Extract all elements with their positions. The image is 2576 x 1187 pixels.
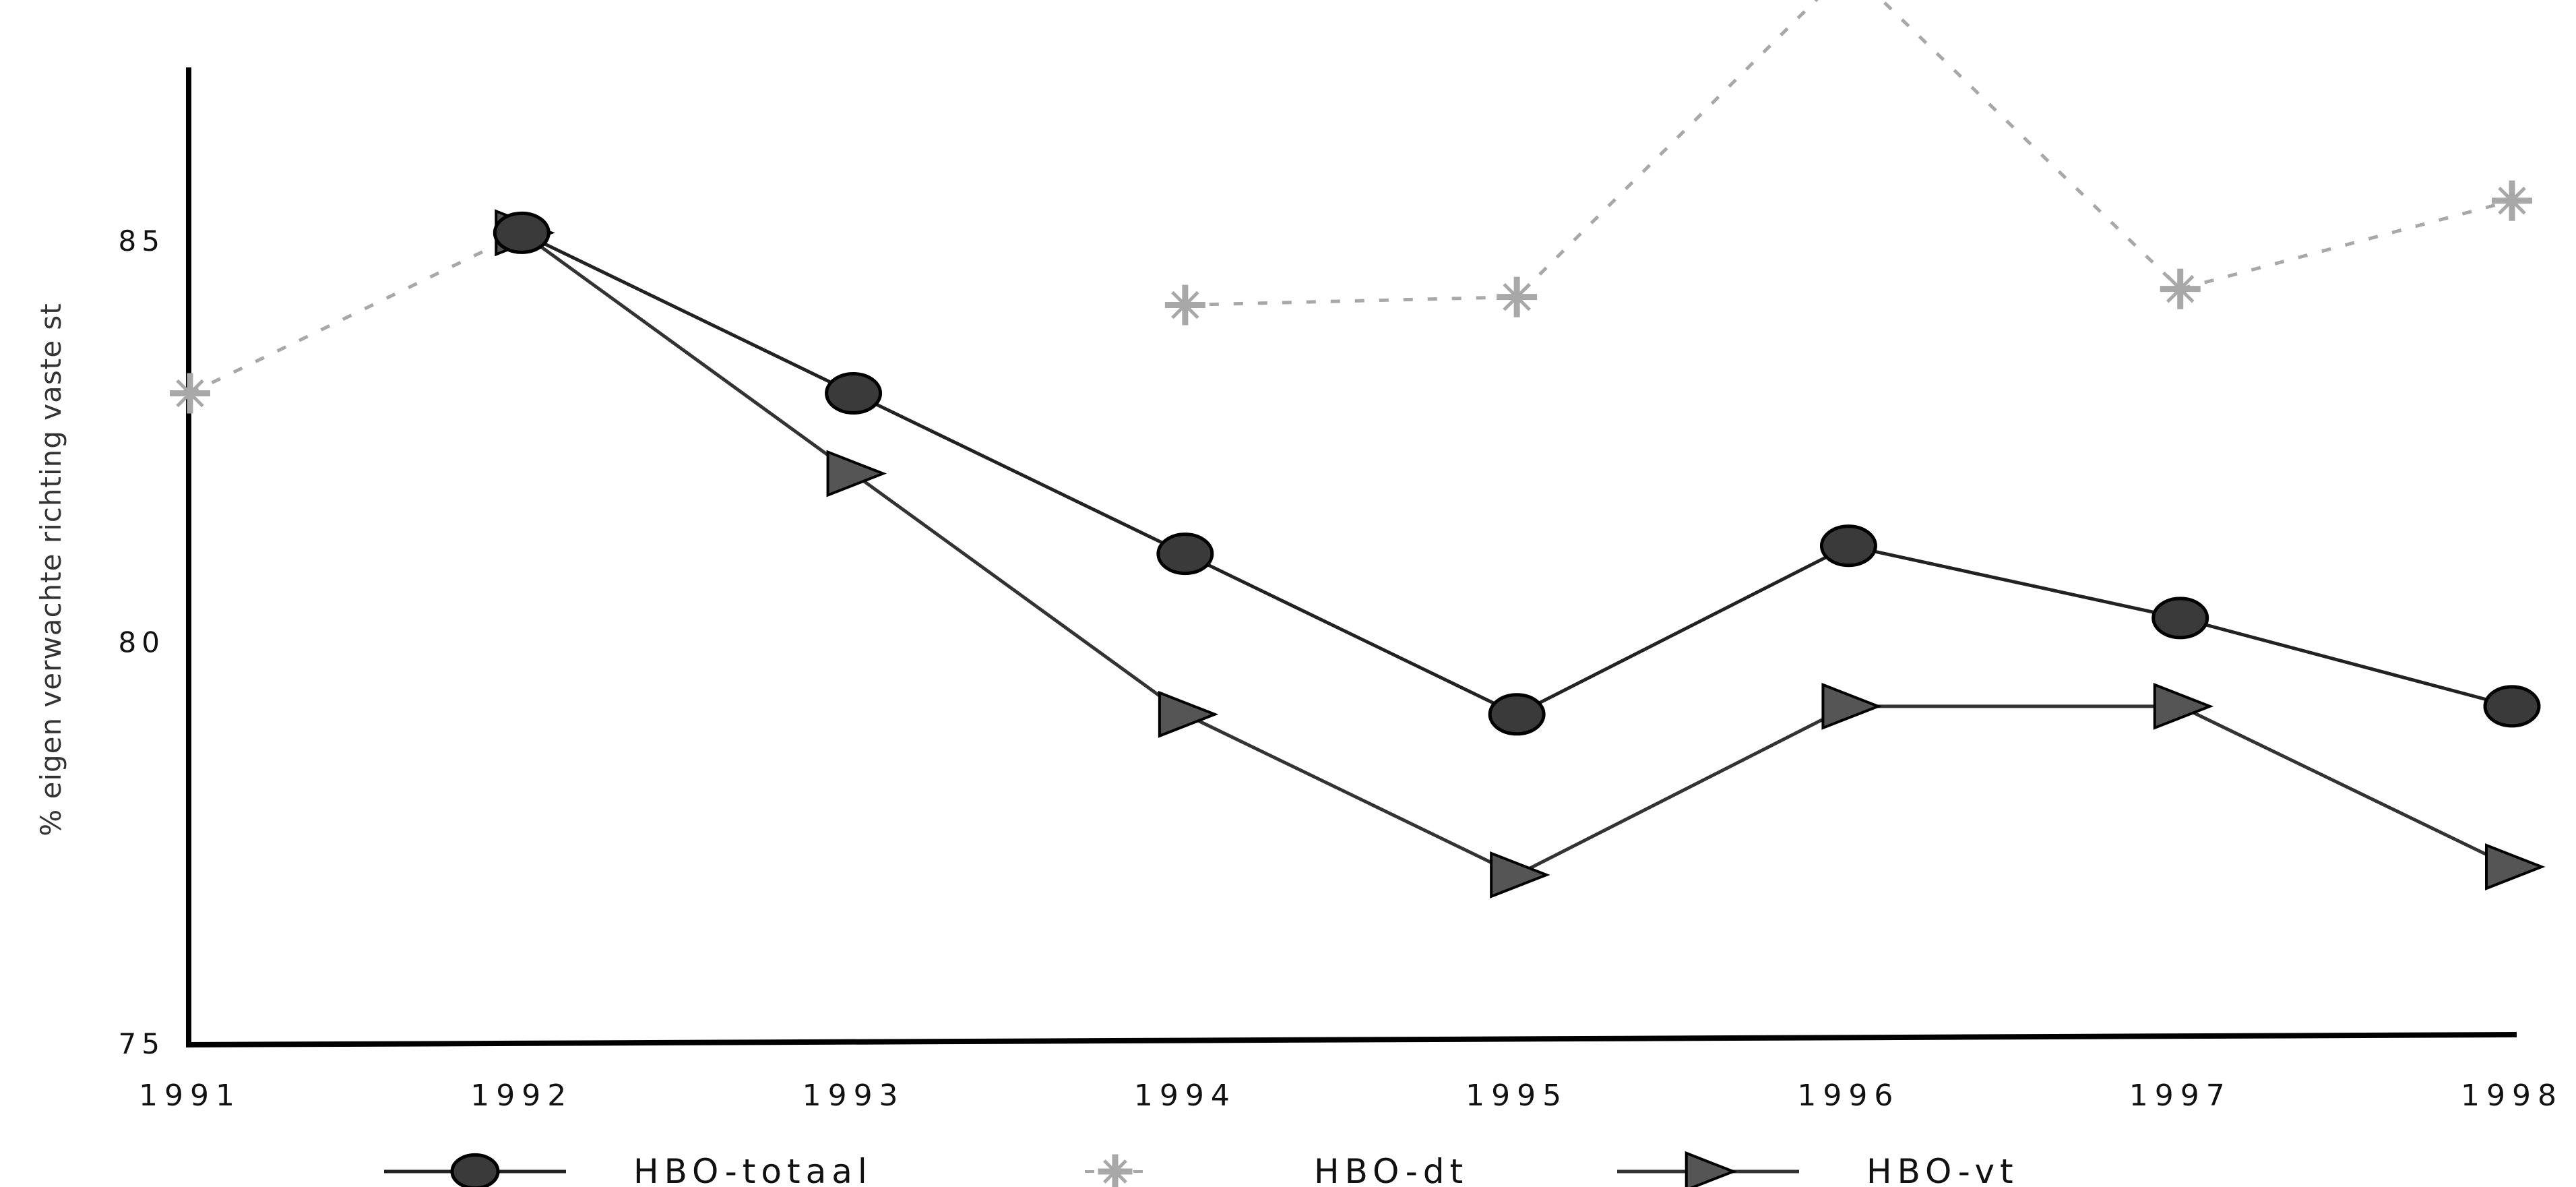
data-point	[2483, 685, 2541, 728]
x-tick-label: 1995	[1466, 1078, 1568, 1113]
legend-label: HBO-totaal	[633, 1152, 873, 1187]
data-point	[493, 211, 551, 254]
data-point	[170, 373, 210, 414]
x-tick-label: 1991	[139, 1078, 241, 1113]
legend-marker	[1098, 1154, 1133, 1187]
x-tick-label: 1993	[803, 1078, 905, 1113]
series-line	[1185, 0, 2513, 307]
legend-marker	[1685, 1151, 1737, 1187]
data-point	[1821, 682, 1882, 730]
y-tick-labels: 75 80 85	[119, 224, 165, 1060]
legend-item: HBO-totaal	[384, 1152, 873, 1187]
x-tick-label: 1992	[470, 1078, 573, 1113]
data-point	[2153, 682, 2214, 730]
data-point	[1819, 524, 1877, 568]
legend-label: HBO-dt	[1314, 1152, 1468, 1187]
series-group	[493, 211, 2541, 736]
data-point	[1156, 532, 1214, 576]
data-point	[2151, 597, 2209, 640]
data-point	[2485, 843, 2546, 890]
legend-marker	[450, 1153, 500, 1187]
series-line	[189, 231, 523, 395]
data-point	[2492, 180, 2532, 221]
legend-item: HBO-dt	[1085, 1152, 1468, 1187]
series-line	[520, 231, 2513, 877]
x-tick-label: 1994	[1134, 1078, 1236, 1113]
data-point	[826, 450, 887, 497]
data-point	[1490, 851, 1550, 899]
data-point	[1497, 276, 1538, 317]
x-axis-line	[185, 1032, 2517, 1047]
legend-item: HBO-vt	[1617, 1151, 2019, 1187]
y-tick-label: 75	[119, 1027, 165, 1060]
x-tick-label: 1998	[2461, 1078, 2563, 1113]
data-point	[825, 371, 883, 415]
data-point	[1164, 284, 1205, 326]
data-point	[1158, 690, 1219, 738]
x-tick-labels: 1991 1992 1993 1994 1995 1996 1997 1998	[139, 1078, 2563, 1113]
legend: HBO-totaal HBO-dt HBO-vt	[384, 1151, 2019, 1187]
data-point	[1488, 693, 1546, 736]
x-tick-label: 1997	[2129, 1078, 2232, 1113]
x-tick-label: 1996	[1797, 1078, 1899, 1113]
series-group	[170, 0, 2532, 414]
data-point	[2160, 268, 2201, 309]
data-series	[170, 0, 2546, 899]
y-tick-label: 80	[119, 626, 165, 659]
axes	[185, 67, 2517, 1047]
y-axis-title: % eigen verwachte richting vaste st	[34, 303, 67, 836]
y-tick-label: 85	[119, 224, 165, 257]
legend-label: HBO-vt	[1866, 1152, 2019, 1187]
